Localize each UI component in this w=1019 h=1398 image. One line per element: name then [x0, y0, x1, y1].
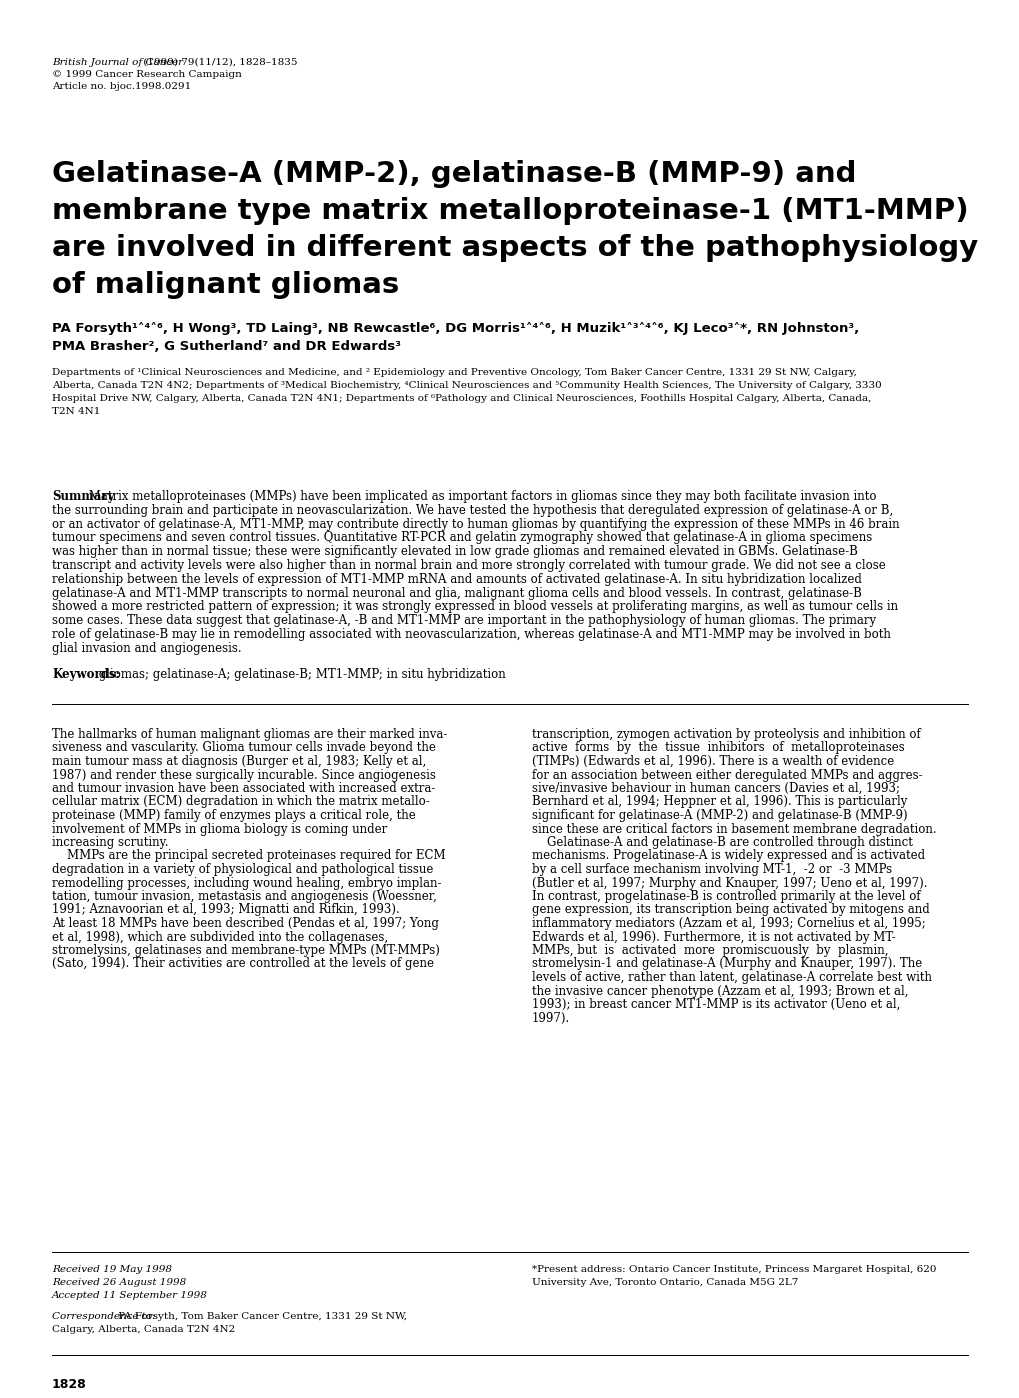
Text: active  forms  by  the  tissue  inhibitors  of  metalloproteinases: active forms by the tissue inhibitors of… — [532, 741, 904, 755]
Text: inflammatory mediators (Azzam et al, 1993; Cornelius et al, 1995;: inflammatory mediators (Azzam et al, 199… — [532, 917, 925, 930]
Text: Correspondence to:: Correspondence to: — [52, 1311, 156, 1321]
Text: increasing scrutiny.: increasing scrutiny. — [52, 836, 168, 849]
Text: mechanisms. Progelatinase-A is widely expressed and is activated: mechanisms. Progelatinase-A is widely ex… — [532, 850, 924, 863]
Text: Received 19 May 1998: Received 19 May 1998 — [52, 1265, 172, 1274]
Text: 1987) and render these surgically incurable. Since angiogenesis: 1987) and render these surgically incura… — [52, 769, 435, 781]
Text: of malignant gliomas: of malignant gliomas — [52, 271, 398, 299]
Text: The hallmarks of human malignant gliomas are their marked inva-: The hallmarks of human malignant gliomas… — [52, 728, 447, 741]
Text: Keywords:: Keywords: — [52, 668, 120, 681]
Text: University Ave, Toronto Ontario, Canada M5G 2L7: University Ave, Toronto Ontario, Canada … — [532, 1278, 798, 1288]
Text: (Butler et al, 1997; Murphy and Knauper, 1997; Ueno et al, 1997).: (Butler et al, 1997; Murphy and Knauper,… — [532, 877, 926, 889]
Text: showed a more restricted pattern of expression; it was strongly expressed in blo: showed a more restricted pattern of expr… — [52, 600, 898, 614]
Text: PA Forsyth, Tom Baker Cancer Centre, 1331 29 St NW,: PA Forsyth, Tom Baker Cancer Centre, 133… — [115, 1311, 407, 1321]
Text: Article no. bjoc.1998.0291: Article no. bjoc.1998.0291 — [52, 82, 192, 91]
Text: At least 18 MMPs have been described (Pendas et al, 1997; Yong: At least 18 MMPs have been described (Pe… — [52, 917, 438, 930]
Text: Departments of ¹Clinical Neurosciences and Medicine, and ² Epidemiology and Prev: Departments of ¹Clinical Neurosciences a… — [52, 368, 856, 377]
Text: 1991; Aznavoorian et al, 1993; Mignatti and Rifkin, 1993).: 1991; Aznavoorian et al, 1993; Mignatti … — [52, 903, 399, 917]
Text: *Present address: Ontario Cancer Institute, Princess Margaret Hospital, 620: *Present address: Ontario Cancer Institu… — [532, 1265, 935, 1274]
Text: transcription, zymogen activation by proteolysis and inhibition of: transcription, zymogen activation by pro… — [532, 728, 920, 741]
Text: the surrounding brain and participate in neovascularization. We have tested the : the surrounding brain and participate in… — [52, 503, 893, 517]
Text: involvement of MMPs in glioma biology is coming under: involvement of MMPs in glioma biology is… — [52, 822, 387, 836]
Text: Gelatinase-A and gelatinase-B are controlled through distinct: Gelatinase-A and gelatinase-B are contro… — [532, 836, 912, 849]
Text: transcript and activity levels were also higher than in normal brain and more st: transcript and activity levels were also… — [52, 559, 884, 572]
Text: PA Forsyth¹˄⁴˄⁶, H Wong³, TD Laing³, NB Rewcastle⁶, DG Morris¹˄⁴˄⁶, H Muzik¹˄³˄⁴: PA Forsyth¹˄⁴˄⁶, H Wong³, TD Laing³, NB … — [52, 322, 858, 336]
Text: gelatinase-A and MT1-MMP transcripts to normal neuronal and glia, malignant glio: gelatinase-A and MT1-MMP transcripts to … — [52, 587, 861, 600]
Text: Alberta, Canada T2N 4N2; Departments of ³Medical Biochemistry, ⁴Clinical Neurosc: Alberta, Canada T2N 4N2; Departments of … — [52, 382, 880, 390]
Text: proteinase (MMP) family of enzymes plays a critical role, the: proteinase (MMP) family of enzymes plays… — [52, 809, 416, 822]
Text: some cases. These data suggest that gelatinase-A, -B and MT1-MMP are important i: some cases. These data suggest that gela… — [52, 614, 875, 628]
Text: Bernhard et al, 1994; Heppner et al, 1996). This is particularly: Bernhard et al, 1994; Heppner et al, 199… — [532, 795, 907, 808]
Text: British Journal of Cancer: British Journal of Cancer — [52, 57, 183, 67]
Text: T2N 4N1: T2N 4N1 — [52, 407, 100, 417]
Text: glial invasion and angiogenesis.: glial invasion and angiogenesis. — [52, 642, 242, 654]
Text: significant for gelatinase-A (MMP-2) and gelatinase-B (MMP-9): significant for gelatinase-A (MMP-2) and… — [532, 809, 907, 822]
Text: (1999) 79(11/12), 1828–1835: (1999) 79(11/12), 1828–1835 — [140, 57, 298, 67]
Text: and tumour invasion have been associated with increased extra-: and tumour invasion have been associated… — [52, 781, 435, 795]
Text: gene expression, its transcription being activated by mitogens and: gene expression, its transcription being… — [532, 903, 929, 917]
Text: Hospital Drive NW, Calgary, Alberta, Canada T2N 4N1; Departments of ⁶Pathology a: Hospital Drive NW, Calgary, Alberta, Can… — [52, 394, 870, 403]
Text: Accepted 11 September 1998: Accepted 11 September 1998 — [52, 1290, 208, 1300]
Text: Gelatinase-A (MMP-2), gelatinase-B (MMP-9) and: Gelatinase-A (MMP-2), gelatinase-B (MMP-… — [52, 159, 856, 187]
Text: tation, tumour invasion, metastasis and angiogenesis (Woessner,: tation, tumour invasion, metastasis and … — [52, 891, 436, 903]
Text: remodelling processes, including wound healing, embryo implan-: remodelling processes, including wound h… — [52, 877, 441, 889]
Text: relationship between the levels of expression of MT1-MMP mRNA and amounts of act: relationship between the levels of expre… — [52, 573, 861, 586]
Text: was higher than in normal tissue; these were significantly elevated in low grade: was higher than in normal tissue; these … — [52, 545, 857, 558]
Text: membrane type matrix metalloproteinase-1 (MT1-MMP): membrane type matrix metalloproteinase-1… — [52, 197, 968, 225]
Text: sive/invasive behaviour in human cancers (Davies et al, 1993;: sive/invasive behaviour in human cancers… — [532, 781, 899, 795]
Text: 1828: 1828 — [52, 1378, 87, 1391]
Text: Matrix metalloproteinases (MMPs) have been implicated as important factors in gl: Matrix metalloproteinases (MMPs) have be… — [86, 491, 876, 503]
Text: role of gelatinase-B may lie in remodelling associated with neovascularization, : role of gelatinase-B may lie in remodell… — [52, 628, 890, 642]
Text: 1993); in breast cancer MT1-MMP is its activator (Ueno et al,: 1993); in breast cancer MT1-MMP is its a… — [532, 998, 900, 1011]
Text: gliomas; gelatinase-A; gelatinase-B; MT1-MMP; in situ hybridization: gliomas; gelatinase-A; gelatinase-B; MT1… — [95, 668, 505, 681]
Text: et al, 1998), which are subdivided into the collagenases,: et al, 1998), which are subdivided into … — [52, 931, 388, 944]
Text: main tumour mass at diagnosis (Burger et al, 1983; Kelly et al,: main tumour mass at diagnosis (Burger et… — [52, 755, 426, 768]
Text: PMA Brasher², G Sutherland⁷ and DR Edwards³: PMA Brasher², G Sutherland⁷ and DR Edwar… — [52, 340, 400, 354]
Text: 1997).: 1997). — [532, 1012, 570, 1025]
Text: MMPs are the principal secreted proteinases required for ECM: MMPs are the principal secreted proteina… — [52, 850, 445, 863]
Text: or an activator of gelatinase-A, MT1-MMP, may contribute directly to human gliom: or an activator of gelatinase-A, MT1-MMP… — [52, 517, 899, 531]
Text: degradation in a variety of physiological and pathological tissue: degradation in a variety of physiologica… — [52, 863, 433, 877]
Text: by a cell surface mechanism involving MT-1,  -2 or  -3 MMPs: by a cell surface mechanism involving MT… — [532, 863, 892, 877]
Text: (TIMPs) (Edwards et al, 1996). There is a wealth of evidence: (TIMPs) (Edwards et al, 1996). There is … — [532, 755, 894, 768]
Text: MMPs, but  is  activated  more  promiscuously  by  plasmin,: MMPs, but is activated more promiscuousl… — [532, 944, 888, 958]
Text: (Sato, 1994). Their activities are controlled at the levels of gene: (Sato, 1994). Their activities are contr… — [52, 958, 433, 970]
Text: are involved in different aspects of the pathophysiology: are involved in different aspects of the… — [52, 233, 977, 261]
Text: Edwards et al, 1996). Furthermore, it is not activated by MT-: Edwards et al, 1996). Furthermore, it is… — [532, 931, 895, 944]
Text: In contrast, progelatinase-B is controlled primarily at the level of: In contrast, progelatinase-B is controll… — [532, 891, 920, 903]
Text: Calgary, Alberta, Canada T2N 4N2: Calgary, Alberta, Canada T2N 4N2 — [52, 1325, 235, 1334]
Text: levels of active, rather than latent, gelatinase-A correlate best with: levels of active, rather than latent, ge… — [532, 972, 931, 984]
Text: © 1999 Cancer Research Campaign: © 1999 Cancer Research Campaign — [52, 70, 242, 80]
Text: Summary: Summary — [52, 491, 114, 503]
Text: Received 26 August 1998: Received 26 August 1998 — [52, 1278, 186, 1288]
Text: since these are critical factors in basement membrane degradation.: since these are critical factors in base… — [532, 822, 935, 836]
Text: stromelysin-1 and gelatinase-A (Murphy and Knauper, 1997). The: stromelysin-1 and gelatinase-A (Murphy a… — [532, 958, 921, 970]
Text: stromelysins, gelatinases and membrane-type MMPs (MT-MMPs): stromelysins, gelatinases and membrane-t… — [52, 944, 439, 958]
Text: the invasive cancer phenotype (Azzam et al, 1993; Brown et al,: the invasive cancer phenotype (Azzam et … — [532, 984, 908, 998]
Text: siveness and vascularity. Glioma tumour cells invade beyond the: siveness and vascularity. Glioma tumour … — [52, 741, 435, 755]
Text: for an association between either deregulated MMPs and aggres-: for an association between either deregu… — [532, 769, 922, 781]
Text: tumour specimens and seven control tissues. Quantitative RT-PCR and gelatin zymo: tumour specimens and seven control tissu… — [52, 531, 871, 544]
Text: cellular matrix (ECM) degradation in which the matrix metallo-: cellular matrix (ECM) degradation in whi… — [52, 795, 429, 808]
